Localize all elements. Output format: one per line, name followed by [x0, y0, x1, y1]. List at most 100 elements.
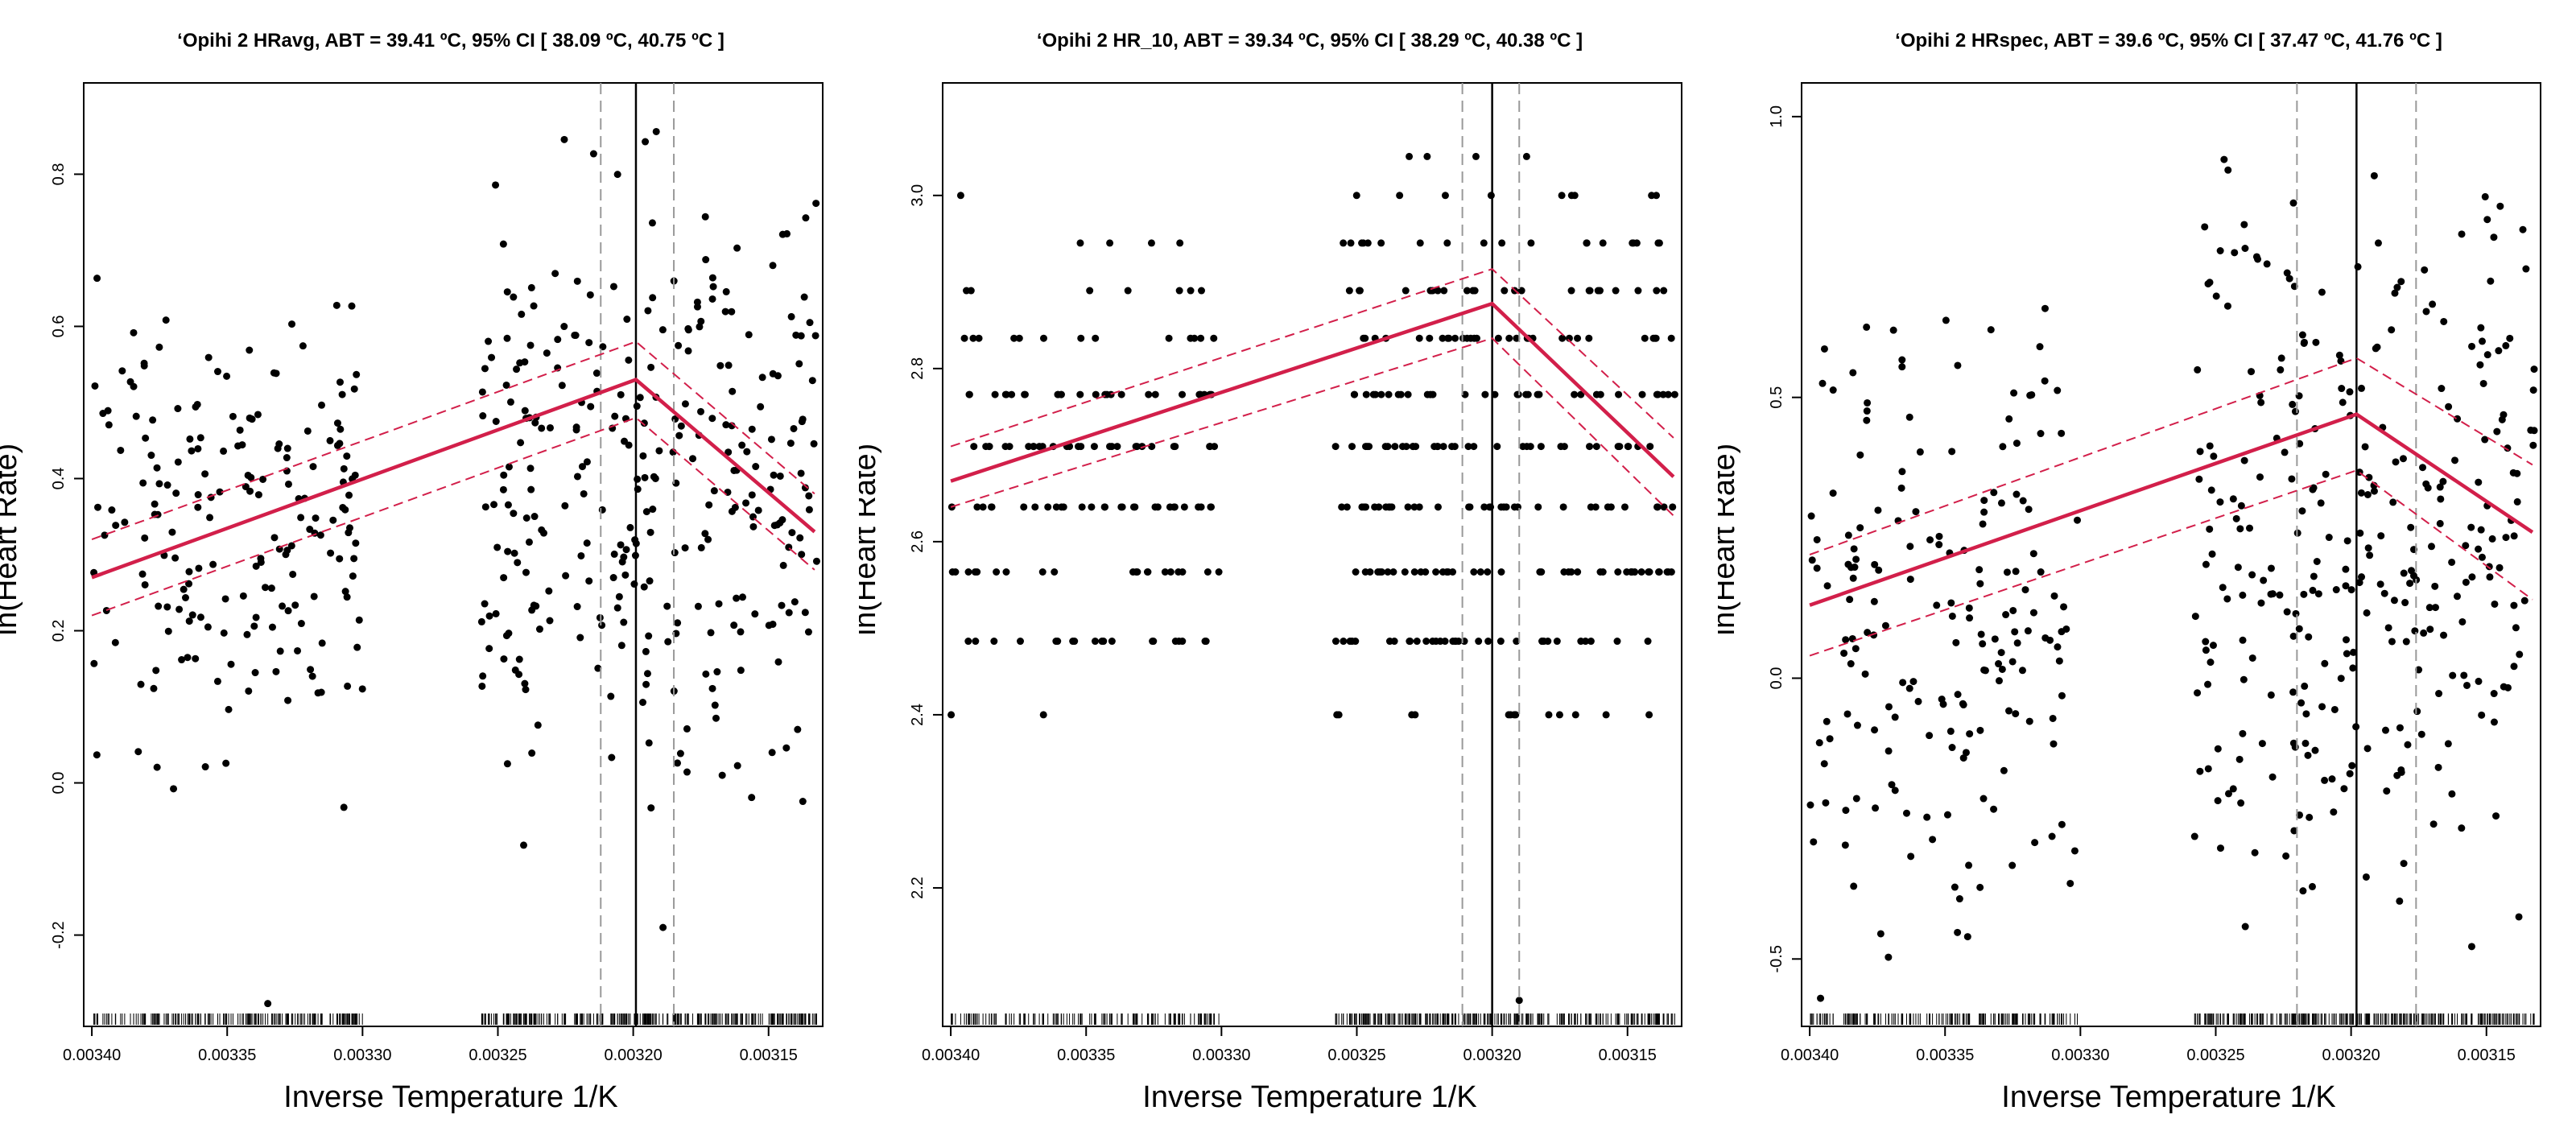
data-point	[2207, 658, 2215, 667]
data-point	[2204, 280, 2212, 288]
data-point	[2407, 523, 2415, 531]
data-point	[796, 534, 804, 542]
x-tick-label: 0.00330	[333, 1046, 391, 1064]
data-point	[2248, 571, 2256, 579]
data-point	[2404, 741, 2412, 749]
data-point	[1143, 568, 1151, 576]
x-tick-label: 0.00340	[63, 1046, 121, 1064]
data-point	[1113, 443, 1121, 451]
data-point	[2304, 751, 2312, 759]
data-point	[2400, 569, 2408, 577]
data-point	[343, 593, 351, 601]
data-point	[1148, 443, 1156, 451]
data-point	[2436, 483, 2444, 491]
data-point	[1534, 503, 1542, 511]
data-point	[634, 475, 642, 483]
data-point	[1426, 334, 1434, 342]
data-point	[647, 363, 655, 371]
data-point	[1604, 503, 1612, 511]
data-point	[1335, 711, 1343, 719]
data-point	[2431, 604, 2439, 612]
data-point	[1558, 334, 1567, 342]
data-point	[2232, 514, 2240, 522]
x-tick-label: 0.00325	[469, 1046, 526, 1064]
data-point	[1823, 582, 1831, 590]
data-point	[639, 699, 647, 707]
data-point	[2338, 385, 2346, 393]
data-point	[1591, 503, 1600, 511]
y-tick-label: 0.0	[1768, 667, 1785, 690]
data-point	[2363, 490, 2372, 498]
data-point	[1876, 930, 1885, 938]
data-point	[733, 594, 741, 602]
data-point	[1434, 287, 1442, 295]
data-point	[1515, 997, 1523, 1005]
data-point	[1467, 334, 1475, 342]
data-point	[2448, 790, 2456, 798]
data-point	[1926, 536, 1934, 544]
data-point	[2234, 564, 2242, 572]
data-point	[2209, 642, 2217, 650]
data-point	[1987, 326, 1995, 334]
x-tick-label: 0.00330	[2051, 1046, 2109, 1064]
data-point	[613, 171, 621, 179]
data-point	[769, 620, 777, 628]
data-point	[675, 341, 683, 349]
data-point	[308, 672, 316, 680]
data-point	[2240, 221, 2248, 229]
data-point	[2021, 586, 2029, 594]
data-point	[1469, 287, 1477, 295]
data-point	[2005, 707, 2013, 715]
data-point	[1948, 448, 1956, 456]
data-point	[2308, 882, 2316, 890]
data-point	[2449, 671, 2457, 679]
data-point	[2311, 746, 2319, 754]
data-point	[121, 518, 129, 526]
data-point	[2462, 681, 2471, 689]
data-point	[1899, 679, 1907, 687]
data-point	[1038, 568, 1046, 576]
data-point	[1923, 813, 1931, 821]
data-point	[2300, 338, 2308, 346]
data-point	[737, 628, 745, 636]
data-point	[1596, 568, 1604, 576]
data-point	[1180, 503, 1188, 511]
data-point	[1429, 390, 1437, 398]
data-point	[1174, 568, 1183, 576]
data-point	[1849, 369, 1857, 377]
data-point	[1567, 192, 1575, 200]
data-point	[1039, 334, 1047, 342]
chart-title: ‘Opihi 2 HRspec, ABT = 39.6 ºC, 95% CI […	[1895, 30, 2442, 52]
data-point	[206, 514, 214, 522]
data-point	[645, 739, 653, 747]
data-point	[137, 680, 145, 688]
data-point	[621, 437, 629, 445]
data-point	[2296, 440, 2304, 448]
data-point	[2013, 440, 2021, 448]
data-point	[1664, 390, 1672, 398]
data-point	[1044, 503, 1052, 511]
data-point	[163, 603, 171, 611]
fit-line	[950, 301, 1675, 483]
y-tick-label: -0.5	[1768, 945, 1785, 972]
data-point	[808, 377, 816, 385]
data-point	[108, 506, 116, 514]
data-point	[534, 721, 542, 729]
data-point	[318, 639, 326, 647]
data-point	[2478, 553, 2486, 561]
data-point	[1646, 443, 1654, 451]
data-point	[1891, 786, 1899, 795]
data-point	[683, 724, 691, 733]
data-point	[1480, 503, 1488, 511]
data-point	[970, 443, 978, 451]
data-point	[1497, 503, 1505, 511]
data-point	[2363, 745, 2372, 753]
data-point	[350, 555, 358, 563]
data-point	[340, 464, 348, 473]
data-point	[1069, 638, 1077, 646]
data-point	[622, 546, 630, 554]
data-point	[2429, 300, 2437, 308]
data-point	[1331, 638, 1340, 646]
data-point	[246, 487, 254, 495]
data-point	[2246, 524, 2254, 532]
